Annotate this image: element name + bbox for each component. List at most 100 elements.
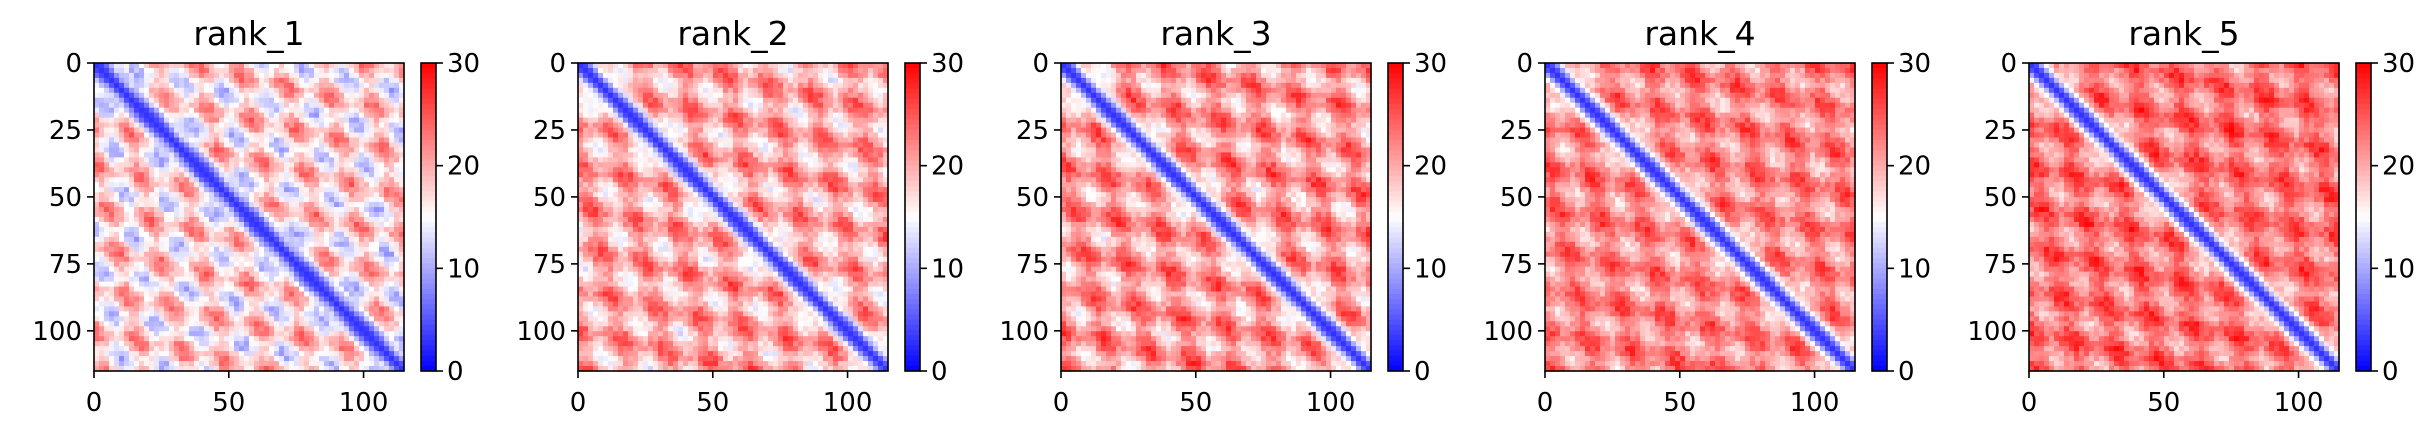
- heatmap-cell: [868, 78, 874, 84]
- heatmap-cell: [224, 78, 230, 84]
- heatmap-cell: [174, 296, 180, 302]
- heatmap-cell: [384, 187, 390, 193]
- heatmap-cell: [179, 152, 185, 158]
- heatmap-cell: [279, 267, 285, 273]
- heatmap-cell: [209, 118, 215, 124]
- heatmap-cell: [234, 113, 240, 119]
- heatmap-cell: [628, 93, 634, 99]
- heatmap-cell: [329, 217, 335, 223]
- heatmap-cell: [234, 361, 240, 367]
- heatmap-cell: [808, 98, 814, 104]
- heatmap-cell: [94, 167, 100, 173]
- heatmap-cell: [613, 103, 619, 109]
- heatmap-cell: [219, 311, 225, 317]
- heatmap-cell: [384, 142, 390, 148]
- heatmap-cell: [339, 192, 345, 198]
- heatmap-cell: [324, 222, 330, 228]
- heatmap-cell: [164, 123, 170, 129]
- heatmap-cell: [159, 147, 165, 153]
- heatmap-cell: [169, 212, 175, 218]
- heatmap-cell: [234, 267, 240, 273]
- heatmap-cell: [309, 118, 315, 124]
- heatmap-cell: [134, 192, 140, 198]
- heatmap-cell: [349, 237, 355, 243]
- heatmap-cell: [339, 142, 345, 148]
- heatmap-cell: [738, 108, 744, 114]
- heatmap-cell: [304, 346, 310, 352]
- heatmap-cell: [359, 292, 365, 298]
- heatmap-cell: [304, 207, 310, 213]
- heatmap-cell: [204, 73, 210, 79]
- heatmap-cell: [778, 123, 784, 129]
- heatmap-cell: [673, 123, 679, 129]
- heatmap-cell: [289, 237, 295, 243]
- heatmap-cell: [788, 113, 794, 119]
- heatmap-cell: [858, 83, 864, 89]
- heatmap-cell: [254, 292, 260, 298]
- heatmap-cell: [753, 83, 759, 89]
- heatmap-cell: [194, 162, 200, 168]
- heatmap-cell: [359, 336, 365, 342]
- heatmap-cell: [304, 103, 310, 109]
- heatmap-cell: [339, 336, 345, 342]
- heatmap-cell: [244, 252, 250, 258]
- heatmap-cell: [289, 326, 295, 332]
- heatmap-cell: [209, 346, 215, 352]
- heatmap-cell: [99, 98, 105, 104]
- heatmap-cell: [274, 177, 280, 183]
- heatmap-cell: [94, 287, 100, 293]
- heatmap-cell: [184, 83, 190, 89]
- heatmap-cell: [768, 123, 774, 129]
- heatmap-cell: [608, 93, 614, 99]
- heatmap-cell: [394, 326, 400, 332]
- heatmap-cell: [663, 73, 669, 79]
- heatmap-cell: [149, 113, 155, 119]
- heatmap-cell: [583, 98, 589, 104]
- heatmap-cell: [633, 68, 639, 74]
- heatmap-cell: [823, 88, 829, 94]
- heatmap-cell: [299, 197, 305, 203]
- heatmap-cell: [389, 262, 395, 268]
- colorbar-segment: [421, 176, 436, 182]
- colorbar-segment: [421, 284, 436, 290]
- heatmap-cell: [129, 237, 135, 243]
- heatmap-cell: [139, 177, 145, 183]
- heatmap-cell: [853, 68, 859, 74]
- heatmap-cell: [334, 217, 340, 223]
- heatmap-cell: [658, 88, 664, 94]
- heatmap-cell: [803, 128, 809, 134]
- heatmap-cell: [588, 93, 594, 99]
- heatmap-cell: [274, 262, 280, 268]
- heatmap-cell: [319, 227, 325, 233]
- heatmap-cell: [334, 197, 340, 203]
- heatmap-cell: [244, 147, 250, 153]
- heatmap-cell: [254, 108, 260, 114]
- heatmap-cell: [184, 162, 190, 168]
- heatmap-cell: [199, 252, 205, 258]
- heatmap-cell: [703, 108, 709, 114]
- heatmap-cell: [114, 277, 120, 283]
- heatmap-cell: [753, 63, 759, 69]
- heatmap-cell: [349, 316, 355, 322]
- heatmap-cell: [354, 207, 360, 213]
- heatmap-cell: [873, 133, 879, 139]
- heatmap-cell: [219, 346, 225, 352]
- heatmap-cell: [249, 192, 255, 198]
- heatmap-cell: [319, 242, 325, 248]
- heatmap-cell: [259, 93, 265, 99]
- heatmap-cell: [578, 123, 584, 129]
- heatmap-cell: [309, 341, 315, 347]
- heatmap-cell: [384, 123, 390, 129]
- heatmap-cell: [249, 78, 255, 84]
- heatmap-cell: [299, 287, 305, 293]
- heatmap-cell: [279, 108, 285, 114]
- heatmap-cell: [99, 138, 105, 144]
- heatmap-cell: [848, 93, 854, 99]
- heatmap-cell: [668, 98, 674, 104]
- heatmap-cell: [114, 162, 120, 168]
- heatmap-cell: [224, 346, 230, 352]
- heatmap-cell: [304, 252, 310, 258]
- heatmap-cell: [334, 147, 340, 153]
- heatmap-cell: [628, 68, 634, 74]
- heatmap-cell: [763, 73, 769, 79]
